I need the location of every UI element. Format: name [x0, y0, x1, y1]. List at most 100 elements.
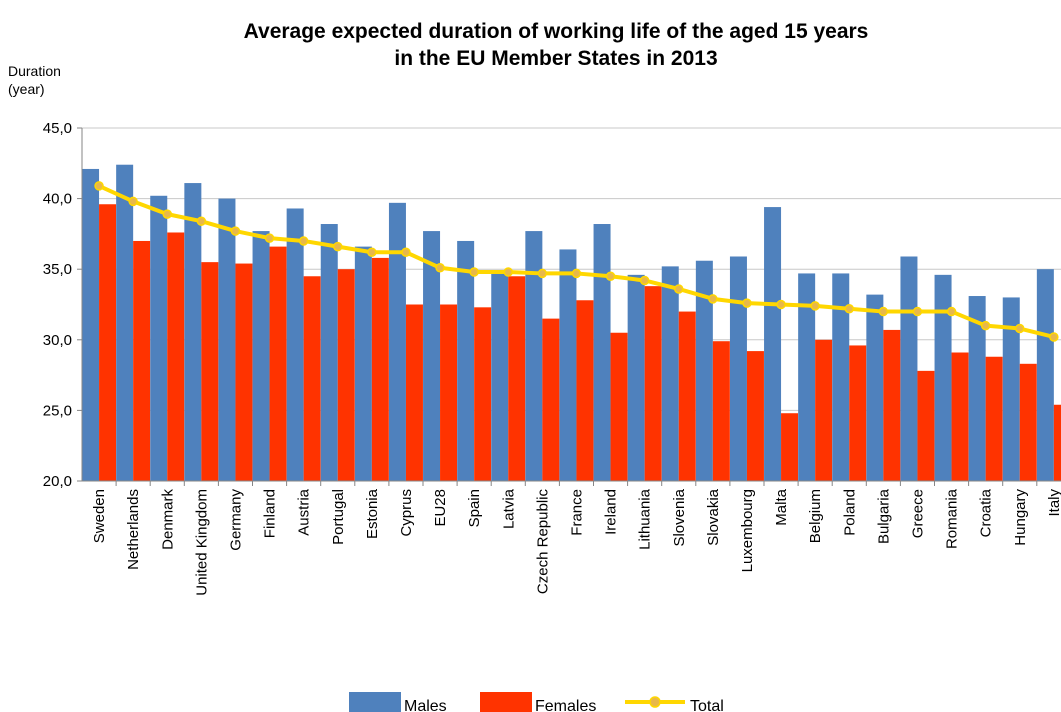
total-point — [196, 216, 207, 226]
total-point — [503, 267, 513, 277]
bar-males — [525, 231, 543, 481]
bar-males — [286, 208, 304, 481]
y-axis-label-line2: (year) — [8, 81, 45, 97]
total-point — [844, 303, 854, 314]
bar-females — [746, 351, 764, 481]
bar-males — [184, 183, 202, 481]
legend-label-total: Total — [690, 698, 724, 712]
bar-females — [951, 352, 969, 481]
bar-males — [82, 168, 100, 481]
total-point — [980, 320, 991, 331]
bar-females — [201, 262, 219, 481]
x-category-label: EU28 — [432, 489, 449, 527]
x-category-label: Austria — [296, 488, 313, 535]
x-category-label: Hungary — [1012, 489, 1029, 546]
x-category-label: Cyprus — [398, 489, 415, 537]
bar-males — [218, 198, 236, 481]
total-point — [264, 233, 275, 243]
x-category-label: United Kingdom — [193, 489, 210, 596]
total-point — [776, 299, 786, 310]
y-axis-label-line1: Duration — [8, 63, 61, 79]
total-point — [810, 301, 820, 311]
chart-title-line1: Average expected duration of working lif… — [244, 20, 869, 43]
legend-label-males: Males — [404, 698, 447, 712]
total-point — [401, 247, 411, 258]
total-point — [333, 241, 343, 252]
bar-females — [133, 240, 151, 481]
x-category-label: Luxembourg — [739, 489, 756, 572]
bar-females — [405, 304, 423, 481]
y-tick-label: 20,0 — [43, 473, 72, 490]
total-point — [537, 268, 548, 279]
total-point — [708, 294, 718, 304]
bar-females — [576, 300, 594, 481]
y-tick-label: 35,0 — [43, 261, 72, 278]
bar-females — [440, 304, 458, 481]
total-point — [298, 236, 309, 246]
bar-females — [985, 356, 1003, 481]
bar-females — [781, 413, 799, 481]
bar-males — [354, 246, 372, 481]
bar-females — [610, 332, 628, 481]
bar-males — [491, 270, 509, 481]
bars — [82, 164, 1061, 482]
axes — [81, 128, 1061, 486]
x-category-label: Lithuania — [637, 488, 654, 550]
bar-females — [883, 329, 901, 481]
bar-females — [99, 204, 117, 482]
bar-females — [269, 246, 287, 481]
bar-females — [542, 318, 560, 481]
total-point — [128, 196, 138, 207]
total-point — [94, 181, 104, 191]
x-category-label: Germany — [227, 489, 244, 551]
bar-females — [712, 341, 730, 481]
bar-males — [661, 266, 679, 481]
bar-females — [371, 257, 389, 481]
bar-females — [815, 339, 833, 481]
bar-females — [167, 232, 185, 481]
x-category-label: Estonia — [364, 488, 381, 539]
x-category-label: Finland — [262, 489, 279, 538]
bar-males — [968, 296, 986, 481]
legend-swatch-males — [349, 692, 401, 712]
x-category-label: Spain — [466, 489, 483, 527]
total-point — [469, 267, 479, 277]
x-category-label: Croatia — [978, 488, 995, 537]
bar-males — [593, 224, 611, 482]
x-category-label: Denmark — [159, 489, 176, 550]
total-point — [162, 209, 172, 219]
x-category-label: Romania — [944, 488, 961, 549]
bar-females — [917, 370, 935, 481]
bar-males — [423, 231, 441, 481]
total-point — [1049, 332, 1059, 342]
total-point — [571, 268, 582, 279]
bar-females — [1053, 404, 1061, 481]
bar-females — [678, 311, 696, 481]
bar-males — [695, 260, 713, 481]
x-category-label: Poland — [841, 489, 858, 536]
bar-males — [764, 207, 782, 481]
y-tick-label: 40,0 — [43, 191, 72, 208]
chart-title-line2: in the EU Member States in 2013 — [394, 47, 717, 70]
total-point — [230, 226, 241, 236]
total-point — [742, 298, 752, 308]
bar-females — [235, 263, 253, 481]
x-category-label: Sweden — [91, 489, 108, 543]
x-axis-categories: Sweden Netherlands Denmark United Kingdom Ge… — [91, 488, 1061, 595]
total-point — [367, 247, 377, 258]
y-tick-label: 25,0 — [43, 402, 72, 419]
y-tick-label: 45,0 — [43, 120, 72, 137]
total-point — [435, 263, 445, 273]
total-point — [878, 306, 889, 317]
bar-males — [1002, 297, 1020, 481]
total-point — [674, 284, 684, 294]
x-category-label: Ireland — [603, 489, 620, 535]
x-category-label: France — [568, 489, 585, 536]
x-category-label: Slovakia — [705, 488, 722, 545]
bar-males — [627, 274, 645, 481]
x-category-label: Belgium — [807, 489, 824, 543]
bar-males — [934, 274, 952, 481]
bar-males — [1036, 269, 1054, 481]
bar-females — [1019, 363, 1037, 481]
bar-males — [150, 195, 168, 481]
